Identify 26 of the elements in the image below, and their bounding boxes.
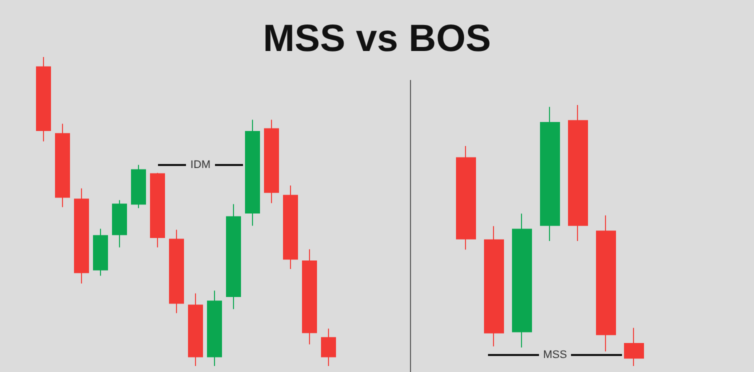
candlestick — [321, 328, 336, 366]
chart-title: MSS vs BOS — [262, 18, 492, 61]
candlestick — [512, 213, 532, 348]
candlestick — [36, 56, 51, 142]
candlestick — [112, 200, 127, 248]
candlestick — [74, 188, 89, 284]
candlestick — [207, 290, 222, 366]
candlestick — [131, 164, 146, 209]
candlestick — [245, 119, 260, 226]
candlestick — [540, 106, 560, 242]
annotation: IDM — [190, 159, 211, 171]
candlestick — [264, 119, 279, 204]
candlestick — [456, 145, 476, 250]
candlestick — [283, 185, 298, 270]
candlestick — [55, 123, 70, 208]
candlestick — [188, 292, 203, 366]
candlestick — [568, 104, 588, 242]
candlestick — [302, 248, 317, 345]
candlestick — [624, 327, 644, 366]
candlestick — [596, 214, 616, 352]
annotation: MSS — [543, 349, 567, 361]
candlestick — [93, 228, 108, 276]
candlestick — [484, 226, 504, 347]
candlestick — [226, 204, 241, 310]
candlestick — [169, 229, 184, 314]
candlestick — [150, 172, 165, 248]
